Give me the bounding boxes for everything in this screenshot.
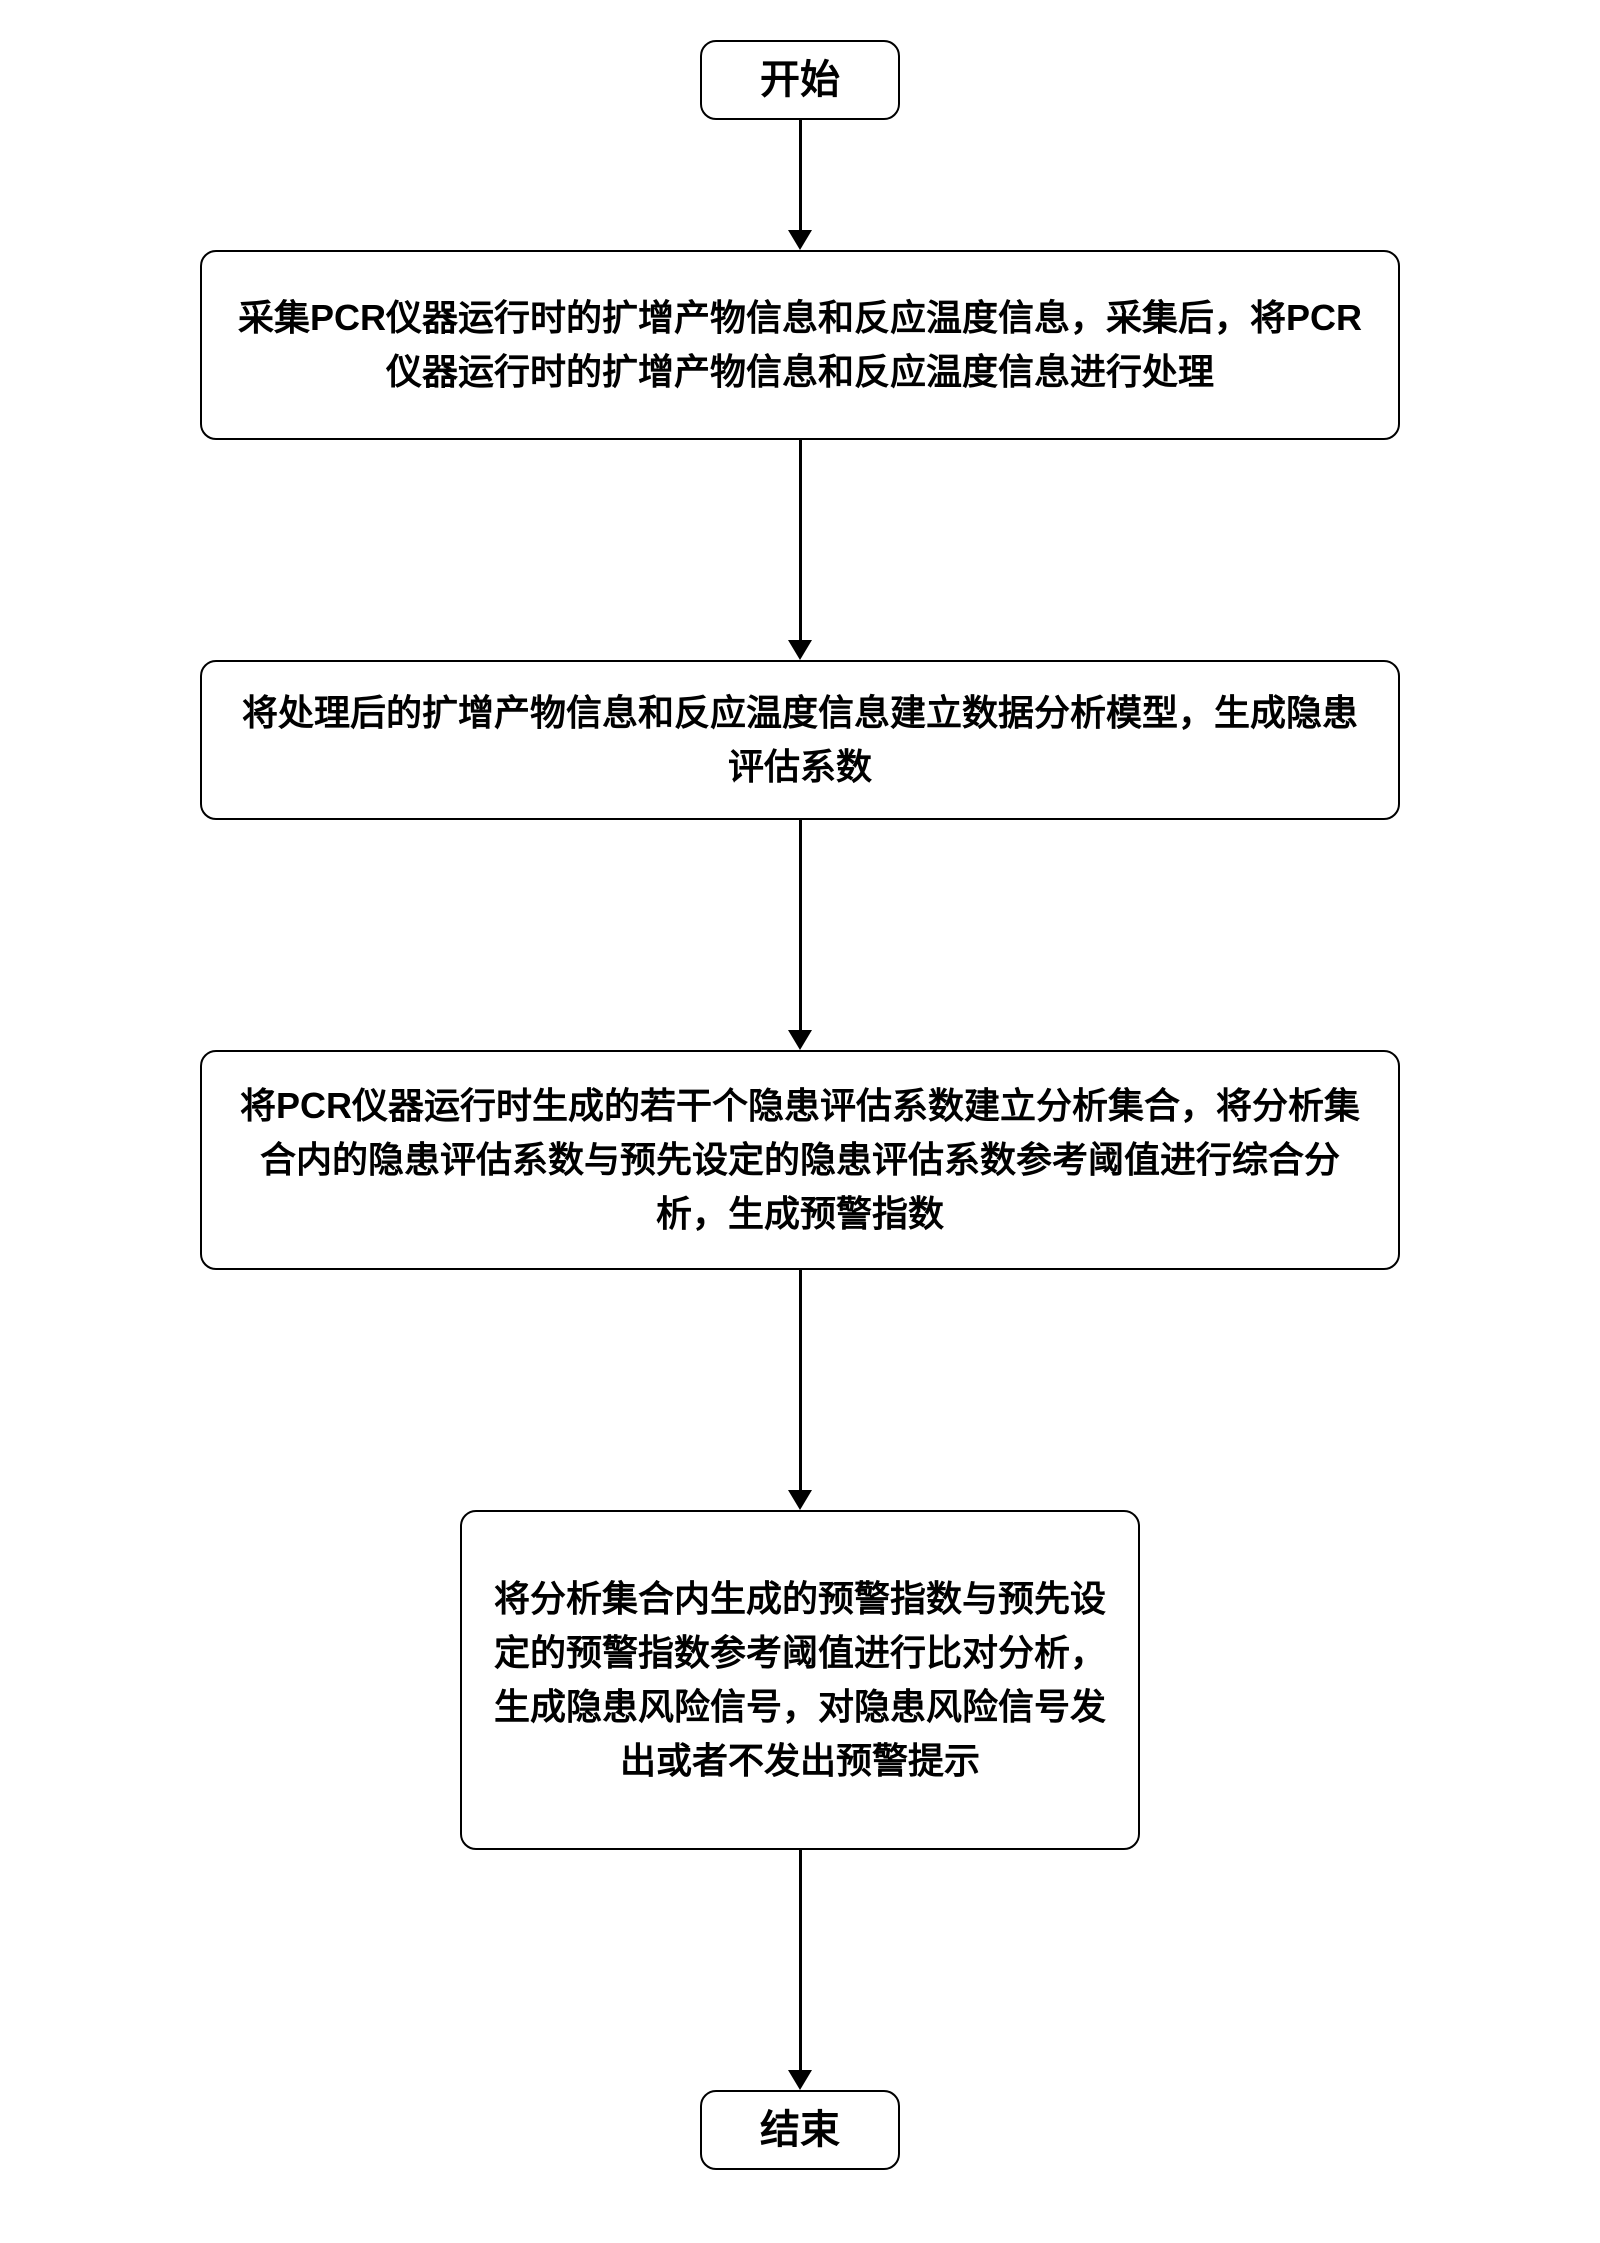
arrow-line xyxy=(799,440,802,640)
step4-node: 将分析集合内生成的预警指数与预先设定的预警指数参考阈值进行比对分析，生成隐患风险… xyxy=(460,1510,1140,1850)
start-label: 开始 xyxy=(760,50,840,110)
step3-node: 将PCR仪器运行时生成的若干个隐患评估系数建立分析集合，将分析集合内的隐患评估系… xyxy=(200,1050,1400,1270)
step4-label: 将分析集合内生成的预警指数与预先设定的预警指数参考阈值进行比对分析，生成隐患风险… xyxy=(486,1572,1114,1788)
step2-node: 将处理后的扩增产物信息和反应温度信息建立数据分析模型，生成隐患评估系数 xyxy=(200,660,1400,820)
step3-label: 将PCR仪器运行时生成的若干个隐患评估系数建立分析集合，将分析集合内的隐患评估系… xyxy=(226,1079,1374,1241)
arrow-head xyxy=(788,2070,812,2090)
arrow-head xyxy=(788,230,812,250)
step2-label: 将处理后的扩增产物信息和反应温度信息建立数据分析模型，生成隐患评估系数 xyxy=(226,686,1374,794)
end-label: 结束 xyxy=(760,2100,840,2160)
start-node: 开始 xyxy=(700,40,900,120)
arrow-5 xyxy=(788,1850,812,2090)
arrow-head xyxy=(788,1030,812,1050)
end-node: 结束 xyxy=(700,2090,900,2170)
arrow-1 xyxy=(788,120,812,250)
arrow-line xyxy=(799,120,802,230)
arrow-line xyxy=(799,1850,802,2070)
arrow-3 xyxy=(788,820,812,1050)
arrow-4 xyxy=(788,1270,812,1510)
step1-label: 采集PCR仪器运行时的扩增产物信息和反应温度信息，采集后，将PCR仪器运行时的扩… xyxy=(226,291,1374,399)
arrow-line xyxy=(799,1270,802,1490)
arrow-line xyxy=(799,820,802,1030)
arrow-2 xyxy=(788,440,812,660)
step1-node: 采集PCR仪器运行时的扩增产物信息和反应温度信息，采集后，将PCR仪器运行时的扩… xyxy=(200,250,1400,440)
arrow-head xyxy=(788,640,812,660)
arrow-head xyxy=(788,1490,812,1510)
